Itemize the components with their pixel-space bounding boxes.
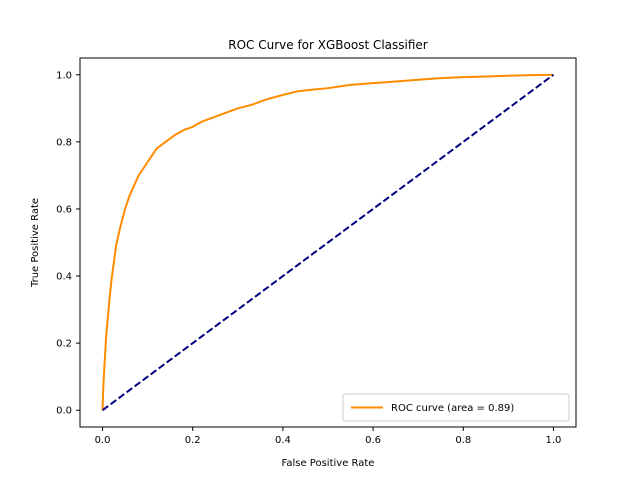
x-tick-label: 0.2 [185, 435, 201, 446]
chance-diagonal-line [101, 73, 555, 412]
x-tick-label: 0.4 [275, 435, 291, 446]
roc-curve-line [101, 73, 554, 411]
x-axis-label: False Positive Rate [282, 458, 375, 469]
chart-title: ROC Curve for XGBoost Classifier [228, 38, 428, 52]
y-tick-label: 0.4 [56, 272, 72, 283]
legend-label-roc: ROC curve (area = 0.89) [391, 403, 514, 414]
y-axis-label: True Positive Rate [30, 198, 41, 288]
x-tick-label: 1.0 [546, 435, 562, 446]
plot-frame [79, 57, 577, 428]
y-axis-ticks: 0.0 0.2 0.4 0.6 0.8 1.0 [56, 70, 80, 417]
x-tick-label: 0.8 [455, 435, 471, 446]
y-tick-label: 0.8 [56, 137, 72, 148]
x-tick-label: 0.0 [95, 435, 111, 446]
legend: ROC curve (area = 0.89) [342, 393, 570, 422]
x-axis-ticks: 0.0 0.2 0.4 0.6 0.8 1.0 [95, 427, 562, 446]
y-tick-label: 0.0 [56, 406, 72, 417]
x-tick-label: 0.6 [365, 435, 381, 446]
legend-box [342, 393, 570, 422]
y-tick-label: 1.0 [56, 70, 72, 81]
y-tick-label: 0.2 [56, 339, 72, 350]
series-layer [101, 73, 555, 412]
y-tick-label: 0.6 [56, 204, 72, 215]
